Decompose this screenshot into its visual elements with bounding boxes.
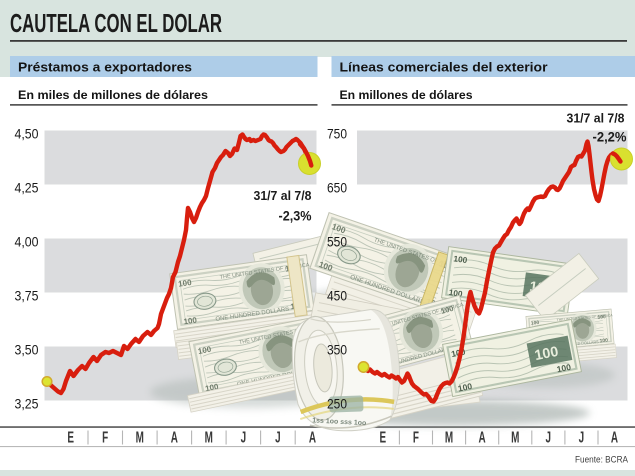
svg-text:350: 350 (327, 343, 347, 358)
svg-text:F: F (413, 428, 419, 446)
svg-text:3,75: 3,75 (15, 289, 39, 304)
svg-text:M: M (511, 428, 519, 446)
svg-text:En millones de dólares: En millones de dólares (340, 88, 473, 102)
svg-text:Préstamos a exportadores: Préstamos a exportadores (18, 60, 192, 75)
svg-text:En miles de millones de dólare: En miles de millones de dólares (18, 88, 208, 102)
svg-text:E: E (379, 428, 386, 446)
svg-text:-2,3%: -2,3% (279, 208, 312, 224)
svg-text:J: J (275, 428, 281, 446)
svg-text:A: A (171, 428, 179, 446)
svg-text:3,25: 3,25 (15, 397, 39, 412)
svg-text:M: M (205, 428, 213, 446)
svg-text:1ss 1oo sss 1oo: 1ss 1oo sss 1oo (312, 417, 366, 427)
svg-text:M: M (445, 428, 453, 446)
svg-text:J: J (546, 428, 552, 446)
svg-text:4,00: 4,00 (15, 235, 39, 250)
svg-text:31/7 al 7/8: 31/7 al 7/8 (567, 111, 625, 126)
svg-text:31/7 al 7/8: 31/7 al 7/8 (254, 188, 312, 203)
svg-text:750: 750 (327, 127, 347, 142)
svg-text:CAUTELA CON EL DOLAR: CAUTELA CON EL DOLAR (10, 8, 222, 38)
svg-text:650: 650 (327, 181, 347, 196)
svg-text:A: A (611, 428, 619, 446)
svg-text:4,50: 4,50 (15, 127, 39, 142)
svg-text:M: M (136, 428, 144, 446)
svg-text:250: 250 (327, 397, 347, 412)
svg-text:3,50: 3,50 (15, 343, 39, 358)
svg-text:-2,2%: -2,2% (593, 129, 628, 145)
svg-text:A: A (309, 428, 317, 446)
svg-text:A: A (479, 428, 487, 446)
svg-text:F: F (102, 428, 108, 446)
svg-text:J: J (579, 428, 585, 446)
svg-text:450: 450 (327, 289, 347, 304)
svg-text:J: J (241, 428, 247, 446)
svg-text:E: E (67, 428, 74, 446)
svg-text:550: 550 (327, 235, 347, 250)
svg-text:Líneas comerciales del exterio: Líneas comerciales del exterior (340, 60, 548, 75)
svg-text:Fuente: BCRA: Fuente: BCRA (575, 455, 629, 466)
svg-text:4,25: 4,25 (15, 181, 39, 196)
